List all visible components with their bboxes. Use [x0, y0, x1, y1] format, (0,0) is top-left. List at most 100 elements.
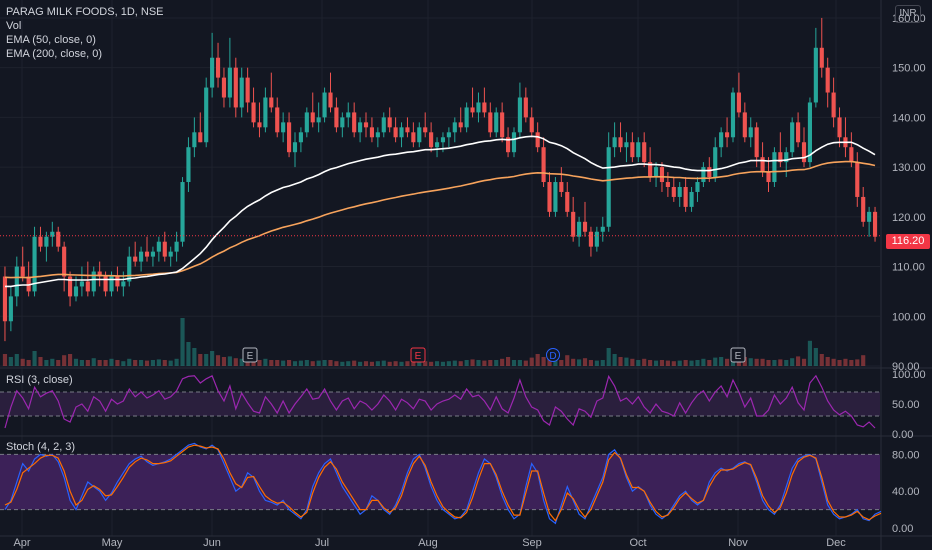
candle-body: [494, 112, 499, 133]
candle-body: [452, 122, 457, 133]
candle-body: [559, 182, 564, 192]
volume-bar: [529, 357, 534, 366]
candle-body: [91, 271, 96, 292]
volume-legend[interactable]: Vol: [6, 20, 22, 32]
candle-body: [180, 182, 185, 242]
rsi-axis-label: 0.00: [892, 429, 913, 441]
volume-bar: [387, 361, 392, 366]
symbol-title[interactable]: PARAG MILK FOODS, 1D, NSE: [6, 6, 164, 18]
volume-bar: [807, 340, 813, 366]
ema200-legend[interactable]: EMA (200, close, 0): [6, 48, 102, 60]
volume-bar: [511, 360, 517, 366]
volume-bar: [606, 348, 611, 366]
candle-body: [115, 276, 120, 287]
candle-body: [517, 97, 522, 133]
volume-bar: [210, 351, 215, 366]
volume-bar: [458, 361, 463, 366]
ema50-line: [5, 135, 876, 288]
earnings-icon: [242, 347, 258, 363]
candle-body: [825, 67, 830, 93]
time-axis-label: May: [102, 537, 123, 549]
currency-button[interactable]: INR: [895, 5, 921, 23]
candle-body: [535, 132, 540, 148]
candle-body: [624, 142, 629, 148]
candle-body: [819, 47, 824, 68]
candle-body: [872, 211, 878, 237]
volume-bar: [594, 360, 599, 366]
volume-bar: [665, 360, 670, 366]
stoch-axis-label: 40.00: [892, 486, 920, 498]
rsi-legend[interactable]: RSI (3, close): [6, 373, 73, 387]
volume-bar: [855, 359, 860, 366]
candle-body: [571, 211, 576, 237]
volume-bar: [724, 358, 730, 366]
ema50-legend[interactable]: EMA (50, close, 0): [6, 34, 96, 46]
volume-bar: [375, 361, 380, 366]
volume-bar: [186, 342, 191, 366]
volume-bar: [523, 360, 528, 366]
stoch-legend[interactable]: Stoch (4, 2, 3): [6, 440, 75, 454]
candle-body: [411, 132, 416, 143]
candle-body: [707, 167, 712, 178]
candle-body: [73, 286, 79, 297]
candle-body: [156, 241, 161, 252]
candle-body: [8, 296, 13, 322]
volume-bar: [624, 357, 629, 366]
volume-bar: [127, 358, 132, 366]
volume-bar: [861, 355, 866, 366]
volume-bar: [352, 360, 357, 366]
volume-bar: [144, 360, 150, 366]
candle-body: [505, 137, 511, 153]
rsi-band: [0, 392, 880, 416]
candle-body: [304, 112, 309, 133]
volume-bar: [689, 360, 694, 366]
price-axis-label: 130.00: [892, 162, 926, 174]
candle-body: [198, 132, 203, 143]
candle-body: [813, 47, 818, 103]
candle-body: [352, 112, 357, 133]
volume-bar: [275, 360, 280, 366]
candle-body: [405, 127, 410, 133]
earnings-marker-label: E: [735, 351, 742, 362]
volume-bar: [582, 358, 588, 366]
volume-bar: [535, 354, 540, 366]
candle-body: [62, 246, 67, 277]
volume-bar: [671, 361, 676, 366]
candle-body: [334, 107, 339, 128]
volume-bar: [565, 355, 570, 366]
volume-bar: [659, 360, 665, 366]
candle-body: [109, 276, 114, 292]
volume-bar: [754, 358, 759, 366]
candle-body: [32, 236, 37, 292]
volume-bar: [772, 360, 777, 366]
volume-bar: [168, 360, 173, 366]
volume-bar: [405, 361, 410, 366]
candle-body: [44, 236, 49, 247]
price-axis-label: 110.00: [892, 262, 925, 274]
price-axis-label: 150.00: [892, 63, 926, 75]
volume-bar: [198, 354, 203, 366]
volume-bar: [600, 360, 605, 366]
volume-bar: [67, 354, 73, 366]
volume-bar: [517, 360, 522, 366]
volume-bar: [843, 358, 848, 366]
candle-body: [97, 271, 102, 277]
volume-bar: [227, 356, 232, 366]
volume-bar: [281, 360, 286, 366]
price-axis-label: 140.00: [892, 112, 926, 124]
volume-bar: [14, 354, 19, 366]
candle-body: [801, 142, 807, 163]
volume-bar: [133, 360, 138, 366]
candle-body: [476, 102, 481, 113]
volume-bar: [813, 348, 818, 366]
candle-body: [855, 162, 860, 197]
candle-body: [488, 112, 493, 133]
volume-bar: [174, 358, 179, 366]
candle-body: [221, 77, 227, 98]
candle-body: [677, 187, 682, 197]
volume-bar: [417, 361, 422, 366]
time-axis-label: Aug: [418, 537, 438, 549]
volume-bar: [719, 357, 724, 366]
candle-body: [204, 87, 209, 143]
